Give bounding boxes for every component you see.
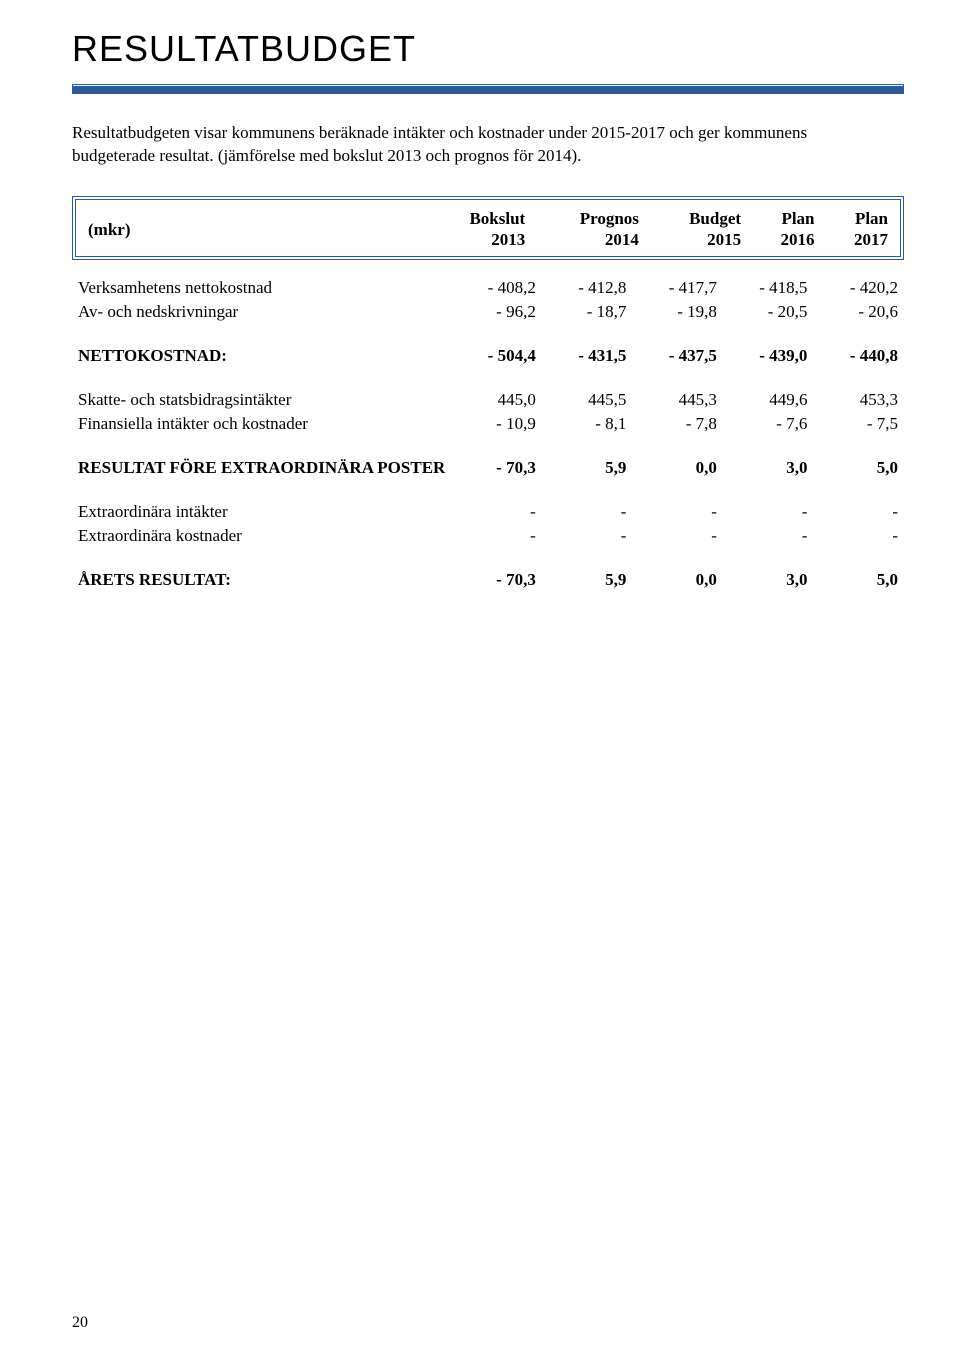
table-row	[72, 324, 904, 344]
col-head: Budget	[645, 208, 747, 229]
cell-value: -	[542, 524, 633, 548]
table-row: Extraordinära kostnader-----	[72, 524, 904, 548]
col-head: Plan	[747, 208, 820, 229]
table-row: Verksamhetens nettokostnad- 408,2- 412,8…	[72, 276, 904, 300]
table-row	[72, 368, 904, 388]
cell-value: 453,3	[813, 388, 904, 412]
cell-value: 5,9	[542, 456, 633, 480]
cell-value: -	[813, 524, 904, 548]
cell-value: - 70,3	[451, 456, 542, 480]
col-year: 2014	[531, 229, 645, 250]
col-head: Prognos	[531, 208, 645, 229]
cell-value: -	[723, 500, 814, 524]
cell-value: - 412,8	[542, 276, 633, 300]
cell-value: - 408,2	[451, 276, 542, 300]
cell-value: 3,0	[723, 456, 814, 480]
page-number: 20	[72, 1314, 88, 1332]
row-label: Finansiella intäkter och kostnader	[72, 412, 451, 436]
table-row: Av- och nedskrivningar- 96,2- 18,7- 19,8…	[72, 300, 904, 324]
row-label: Verksamhetens nettokostnad	[72, 276, 451, 300]
cell-value: - 417,7	[632, 276, 723, 300]
cell-value: 445,0	[451, 388, 542, 412]
table-row: Finansiella intäkter och kostnader- 10,9…	[72, 412, 904, 436]
cell-value: - 440,8	[813, 344, 904, 368]
table-header-box: (mkr) Bokslut Prognos Budget Plan Plan 2…	[72, 196, 904, 261]
title-rule	[72, 84, 904, 94]
table-row	[72, 548, 904, 568]
cell-value: 449,6	[723, 388, 814, 412]
row-label: Av- och nedskrivningar	[72, 300, 451, 324]
row-label: NETTOKOSTNAD:	[72, 344, 451, 368]
cell-value: - 7,8	[632, 412, 723, 436]
cell-value: - 7,5	[813, 412, 904, 436]
col-year: 2015	[645, 229, 747, 250]
page-title: RESULTATBUDGET	[72, 28, 904, 70]
table-row	[72, 480, 904, 500]
cell-value: - 18,7	[542, 300, 633, 324]
cell-value: - 96,2	[451, 300, 542, 324]
table-row: NETTOKOSTNAD:- 504,4- 431,5- 437,5- 439,…	[72, 344, 904, 368]
table-row: RESULTAT FÖRE EXTRAORDINÄRA POSTER- 70,3…	[72, 456, 904, 480]
cell-value: - 418,5	[723, 276, 814, 300]
cell-value: -	[542, 500, 633, 524]
cell-value: -	[813, 500, 904, 524]
cell-value: 3,0	[723, 568, 814, 592]
col-head: Plan	[821, 208, 894, 229]
cell-value: -	[723, 524, 814, 548]
cell-value: - 70,3	[451, 568, 542, 592]
cell-value: -	[451, 524, 542, 548]
cell-value: 0,0	[632, 456, 723, 480]
col-label: (mkr)	[82, 208, 423, 251]
cell-value: - 7,6	[723, 412, 814, 436]
cell-value: -	[632, 500, 723, 524]
cell-value: - 437,5	[632, 344, 723, 368]
cell-value: 5,9	[542, 568, 633, 592]
cell-value: - 439,0	[723, 344, 814, 368]
cell-value: - 420,2	[813, 276, 904, 300]
col-year: 2013	[423, 229, 531, 250]
col-year: 2016	[747, 229, 820, 250]
table-row: ÅRETS RESULTAT:- 70,35,90,03,05,0	[72, 568, 904, 592]
cell-value: 5,0	[813, 568, 904, 592]
table-row: Extraordinära intäkter-----	[72, 500, 904, 524]
cell-value: - 20,5	[723, 300, 814, 324]
cell-value: -	[632, 524, 723, 548]
cell-value: 445,5	[542, 388, 633, 412]
cell-value: - 431,5	[542, 344, 633, 368]
cell-value: 445,3	[632, 388, 723, 412]
row-label: RESULTAT FÖRE EXTRAORDINÄRA POSTER	[72, 456, 451, 480]
cell-value: 5,0	[813, 456, 904, 480]
row-label: Extraordinära intäkter	[72, 500, 451, 524]
cell-value: - 10,9	[451, 412, 542, 436]
cell-value: 0,0	[632, 568, 723, 592]
col-year: 2017	[821, 229, 894, 250]
intro-paragraph: Resultatbudgeten visar kommunens beräkna…	[72, 122, 872, 168]
cell-value: - 20,6	[813, 300, 904, 324]
cell-value: - 19,8	[632, 300, 723, 324]
table-row	[72, 436, 904, 456]
row-label: Extraordinära kostnader	[72, 524, 451, 548]
table-row: Skatte- och statsbidragsintäkter445,0445…	[72, 388, 904, 412]
cell-value: - 8,1	[542, 412, 633, 436]
row-label: Skatte- och statsbidragsintäkter	[72, 388, 451, 412]
header-table: (mkr) Bokslut Prognos Budget Plan Plan 2…	[82, 208, 894, 251]
body-table: Verksamhetens nettokostnad- 408,2- 412,8…	[72, 276, 904, 592]
budget-table: (mkr) Bokslut Prognos Budget Plan Plan 2…	[72, 196, 904, 593]
col-head: Bokslut	[423, 208, 531, 229]
cell-value: - 504,4	[451, 344, 542, 368]
row-label: ÅRETS RESULTAT:	[72, 568, 451, 592]
cell-value: -	[451, 500, 542, 524]
